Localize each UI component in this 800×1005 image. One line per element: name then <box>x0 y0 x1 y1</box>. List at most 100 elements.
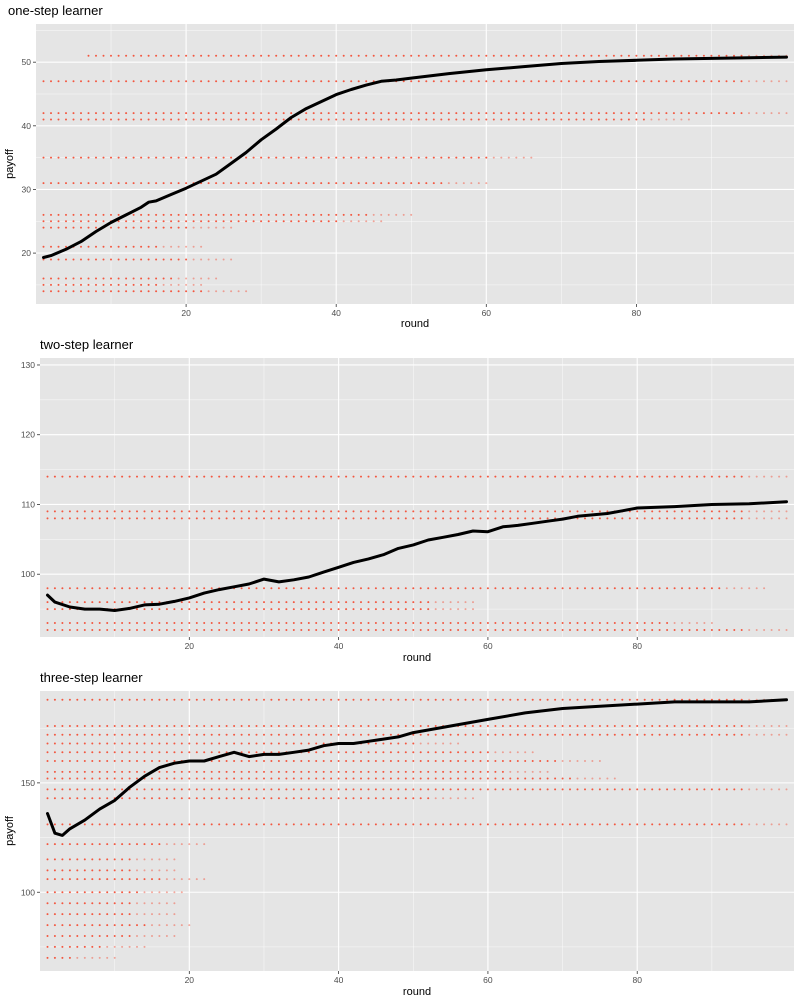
scatter-point <box>688 788 691 791</box>
scatter-point <box>710 80 713 83</box>
scatter-point <box>91 945 94 948</box>
scatter-point <box>360 587 362 590</box>
scatter-point <box>509 788 512 791</box>
scatter-point <box>337 797 340 800</box>
scatter-point <box>710 629 713 631</box>
scatter-point <box>673 622 676 624</box>
scatter-point <box>76 797 79 800</box>
scatter-point <box>449 733 452 736</box>
scatter-point <box>561 777 564 780</box>
scatter-point <box>106 956 109 959</box>
scatter-point <box>417 54 420 57</box>
scatter-point <box>575 118 578 121</box>
scatter-point <box>61 517 64 520</box>
scatter-point <box>666 629 669 631</box>
scatter-point <box>330 475 333 478</box>
scatter-point <box>207 156 210 159</box>
scatter-point <box>382 797 385 800</box>
scatter-point <box>292 510 295 513</box>
scatter-point <box>83 742 86 745</box>
scatter-point <box>710 587 713 590</box>
scatter-point <box>165 935 168 937</box>
scatter-point <box>367 517 370 520</box>
scatter-point <box>455 80 458 83</box>
scatter-point <box>215 80 218 83</box>
scatter-point <box>98 587 101 590</box>
scatter-point <box>472 510 474 513</box>
scatter-point <box>569 510 571 513</box>
scatter-point <box>457 760 460 762</box>
scatter-point <box>494 475 497 478</box>
scatter-point <box>237 220 240 223</box>
scatter-point <box>389 725 392 727</box>
scatter-point <box>53 878 56 881</box>
scatter-point <box>412 622 415 624</box>
scatter-point <box>245 80 248 83</box>
scatter-point <box>657 112 660 115</box>
scatter-point <box>117 112 120 115</box>
scatter-point <box>561 725 564 727</box>
scatter-point <box>352 698 355 701</box>
scatter-point <box>61 891 64 894</box>
scatter-point <box>263 760 265 762</box>
scatter-point <box>621 733 624 736</box>
scatter-point <box>479 475 482 478</box>
scatter-point <box>740 788 743 791</box>
scatter-point <box>350 182 353 185</box>
scatter-point <box>125 283 128 286</box>
scatter-point <box>374 777 377 780</box>
scatter-point <box>42 182 45 185</box>
scatter-point <box>307 733 310 736</box>
scatter-point <box>225 510 228 513</box>
scatter-point <box>53 797 56 800</box>
scatter-point <box>140 290 143 293</box>
scatter-point <box>136 698 138 701</box>
scatter-point <box>300 510 303 513</box>
scatter-point <box>440 156 443 159</box>
scatter-point <box>322 608 325 611</box>
scatter-point <box>245 220 248 223</box>
scatter-point <box>225 797 228 800</box>
scatter-point <box>76 725 79 727</box>
scatter-point <box>442 601 445 604</box>
scatter-point <box>554 733 557 736</box>
scatter-point <box>248 622 250 624</box>
scatter-point <box>733 112 735 115</box>
scatter-point <box>132 182 135 185</box>
scatter-point <box>72 283 75 286</box>
scatter-point <box>472 517 474 520</box>
scatter-point <box>740 54 743 57</box>
scatter-point <box>121 777 124 780</box>
scatter-point <box>106 587 109 590</box>
scatter-point <box>50 283 52 286</box>
scatter-point <box>83 823 86 826</box>
scatter-point <box>335 156 338 159</box>
scatter-point <box>372 156 375 159</box>
scatter-point <box>635 112 638 115</box>
scatter-point <box>561 510 564 513</box>
scatter-point <box>613 475 616 478</box>
scatter-point <box>102 245 105 248</box>
scatter-point <box>763 587 766 590</box>
scatter-point <box>237 182 240 185</box>
scatter-point <box>245 54 248 57</box>
scatter-point <box>419 629 422 631</box>
scatter-point <box>233 742 236 745</box>
scatter-point <box>136 858 138 861</box>
scatter-point <box>151 517 153 520</box>
scatter-point <box>121 475 124 478</box>
x-tick-label: 20 <box>185 641 195 651</box>
scatter-point <box>657 118 660 121</box>
scatter-point <box>650 118 653 121</box>
scatter-point <box>83 698 86 701</box>
scatter-point <box>155 112 158 115</box>
scatter-point <box>486 622 489 624</box>
scatter-point <box>494 517 497 520</box>
scatter-point <box>449 742 452 745</box>
scatter-point <box>740 510 743 513</box>
scatter-point <box>427 788 430 791</box>
scatter-point <box>233 823 236 826</box>
scatter-point <box>350 118 353 121</box>
scatter-point <box>380 220 383 223</box>
scatter-point <box>575 54 578 57</box>
